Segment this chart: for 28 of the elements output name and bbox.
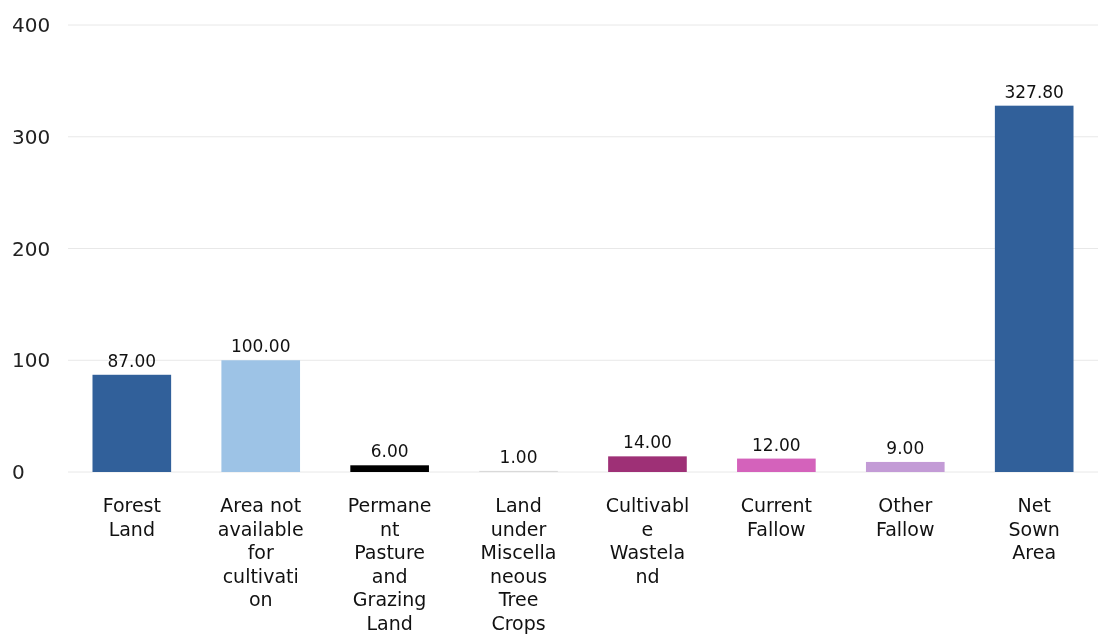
y-tick-label: 200 (12, 236, 51, 261)
bar (350, 465, 429, 472)
y-tick-label: 300 (12, 124, 51, 149)
data-label: 87.00 (107, 350, 157, 371)
x-tick-label: Permanent Pasture and Grazing Land (347, 494, 432, 634)
data-label: 100.00 (230, 336, 291, 357)
x-tick-label: Cultivable Wasteland (605, 494, 690, 587)
data-label: 6.00 (370, 441, 409, 462)
bar (865, 461, 945, 472)
x-tick-label: Land under Miscellaneous Tree Crops (480, 494, 557, 634)
y-tick-label: 0 (12, 460, 25, 484)
x-tick-label: Other Fallow (876, 494, 935, 540)
data-label: 12.00 (752, 434, 801, 455)
x-tick-label: Net Sown Area (1008, 494, 1060, 563)
x-tick-label: Forest Land (102, 494, 161, 540)
data-label: 1.00 (499, 446, 538, 467)
bar (92, 374, 172, 472)
bar (608, 456, 687, 472)
y-tick-label: 400 (12, 13, 51, 37)
x-tick-label: Area not available for cultivation (217, 494, 304, 610)
x-tick-label: Current Fallow (740, 494, 813, 540)
data-label: 9.00 (886, 437, 925, 458)
data-label: 14.00 (623, 432, 672, 453)
bar (221, 360, 301, 472)
bar (737, 458, 816, 472)
bar (994, 105, 1074, 472)
y-tick-label: 100 (12, 348, 51, 373)
data-label: 327.80 (1004, 81, 1064, 102)
